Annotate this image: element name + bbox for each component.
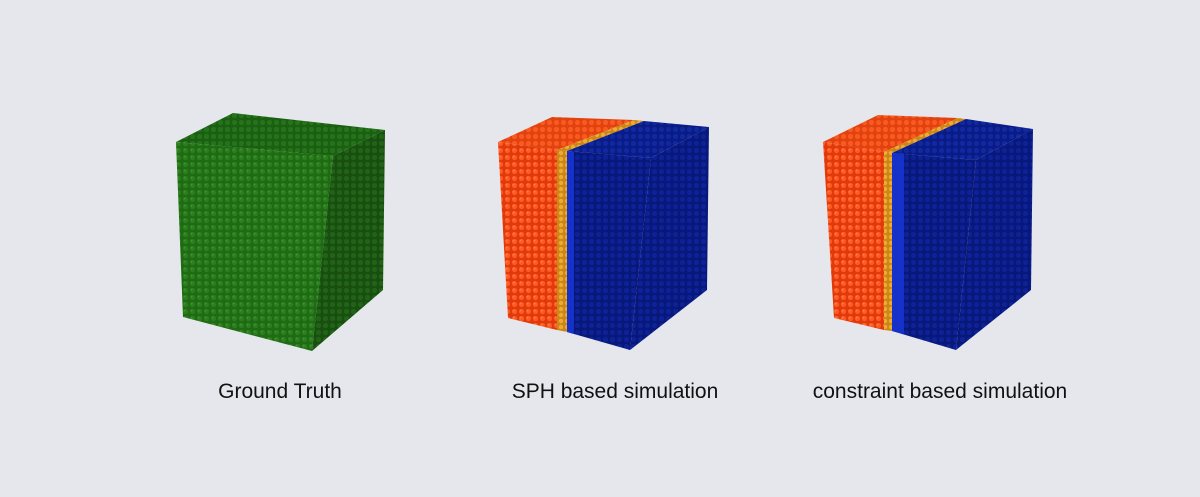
red-fluid-front bbox=[498, 142, 557, 330]
blue-fluid-front bbox=[567, 151, 651, 350]
blue-fluid-top bbox=[892, 119, 1033, 160]
blue-fluid-side bbox=[630, 127, 709, 350]
ground-truth-caption: Ground Truth bbox=[218, 380, 342, 403]
interface-front bbox=[884, 152, 892, 331]
red-fluid-top bbox=[498, 117, 634, 150]
cube-front-face bbox=[176, 142, 333, 351]
cube-top-face bbox=[176, 113, 385, 156]
sph-simulation-caption: SPH based simulation bbox=[511, 380, 719, 403]
interface-top bbox=[557, 120, 644, 151]
blue-fluid-front bbox=[892, 153, 976, 350]
red-fluid-top bbox=[823, 115, 958, 152]
constraint-simulation-cube bbox=[823, 115, 1033, 350]
ground-truth-cube bbox=[176, 113, 385, 351]
interface-top bbox=[884, 118, 966, 153]
blue-fluid-edge bbox=[567, 151, 574, 334]
sph-simulation-cube bbox=[498, 117, 709, 350]
blue-fluid-side bbox=[956, 129, 1033, 350]
blue-fluid-top bbox=[567, 121, 709, 158]
interface-front bbox=[557, 150, 567, 332]
cube-side-face bbox=[312, 130, 385, 351]
blue-fluid-edge bbox=[892, 153, 904, 334]
constraint-simulation-caption: constraint based simulation bbox=[812, 380, 1068, 403]
red-fluid-front bbox=[823, 142, 884, 330]
